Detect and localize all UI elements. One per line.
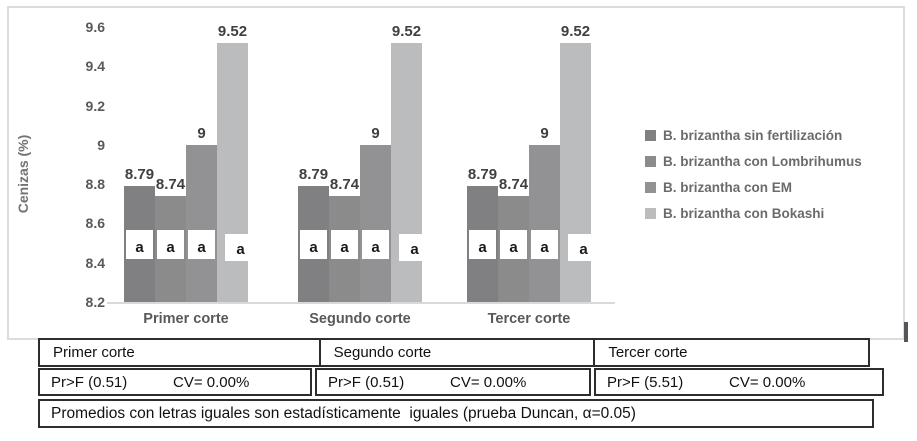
bar-2-3	[360, 144, 391, 302]
bar-value-label: 8.79	[467, 166, 498, 184]
bar-value-label: 8.74	[155, 175, 186, 193]
table-footer-row: Promedios con letras iguales son estadís…	[38, 399, 874, 428]
bar-value-label: 8.79	[124, 166, 155, 184]
legend-item: B. brizantha sin fertilización	[645, 127, 862, 143]
frame-edge-mark	[904, 322, 908, 342]
bar-chart-plot: 8.2 8.4 8.6 8.8 9 9.2 9.4 9.6 8.79 a 8.74 a 9 a 9.52 a P…	[9, 8, 903, 338]
y-tick-label: 9.6	[85, 18, 105, 35]
bar-2-4	[391, 42, 422, 302]
significance-letter-box: a	[225, 234, 256, 261]
bar-value-label: 8.74	[329, 175, 360, 193]
stat-cell-tercer-corte: Pr>F (5.51) CV= 0.00%	[594, 368, 884, 396]
significance-letter-box: a	[500, 230, 527, 259]
y-tick-label: 9	[97, 136, 105, 153]
legend-item: B. brizantha con Bokashi	[645, 205, 862, 221]
significance-letter-box: a	[531, 230, 558, 259]
x-category-label: Segundo corte	[309, 311, 411, 327]
significance-letter-box: a	[362, 230, 389, 259]
bar-value-label: 8.74	[498, 175, 529, 193]
bar-1-3	[186, 144, 217, 302]
header-cell-segundo-corte: Segundo corte	[318, 340, 594, 365]
significance-letter-box: a	[188, 230, 215, 259]
x-category-label: Tercer corte	[487, 311, 571, 327]
pr-value: Pr>F (5.51)	[607, 373, 684, 391]
cv-value: CV= 0.00%	[450, 373, 527, 391]
significance-letter-box: a	[469, 230, 496, 259]
bar-3-4	[560, 42, 591, 302]
bar-value-label: 9.52	[391, 22, 422, 40]
chart-frame: 8.2 8.4 8.6 8.8 9 9.2 9.4 9.6 8.79 a 8.74 a 9 a 9.52 a P…	[7, 6, 905, 340]
y-tick-label: 8.4	[85, 254, 105, 271]
header-cell-tercer-corte: Tercer corte	[593, 340, 868, 365]
x-category-label: Primer corte	[143, 311, 229, 327]
y-tick-label: 8.6	[85, 215, 105, 232]
legend-label: B. brizantha sin fertilización	[663, 127, 843, 143]
bar-value-label: 8.79	[298, 166, 329, 184]
significance-letter-box: a	[568, 234, 599, 261]
y-tick-label: 8.2	[85, 294, 105, 310]
bar-value-label: 9.52	[217, 22, 248, 40]
legend-item: B. brizantha con EM	[645, 179, 862, 195]
y-tick-label: 9.4	[85, 58, 105, 75]
legend-swatch	[645, 181, 656, 193]
legend-item: B. brizantha con Lombrihumus	[645, 153, 862, 169]
bar-1-4	[217, 42, 248, 302]
duncan-note: Promedios con letras iguales son estadís…	[51, 404, 636, 422]
x-axis-line	[107, 302, 615, 304]
significance-letter-box: a	[126, 230, 153, 259]
legend-swatch	[645, 155, 656, 167]
table-header-row: Primer corte Segundo corte Tercer corte	[38, 338, 870, 367]
legend-label: B. brizantha con Lombrihumus	[663, 153, 862, 169]
y-tick-label: 9.2	[85, 97, 105, 114]
stat-cell-segundo-corte: Pr>F (0.51) CV= 0.00%	[315, 368, 591, 396]
significance-letter-box: a	[399, 234, 430, 261]
bar-value-label: 9	[371, 124, 380, 142]
legend-swatch	[645, 129, 656, 141]
bar-value-label: 9.52	[560, 22, 591, 40]
bar-value-label: 9	[197, 124, 206, 142]
y-tick-label: 8.8	[85, 176, 105, 193]
bar-3-3	[529, 144, 560, 302]
significance-letter-box: a	[331, 230, 358, 259]
bar-value-label: 9	[540, 124, 549, 142]
pr-value: Pr>F (0.51)	[51, 373, 128, 391]
cv-value: CV= 0.00%	[173, 373, 250, 391]
legend-label: B. brizantha con EM	[663, 179, 793, 195]
significance-letter-box: a	[300, 230, 327, 259]
header-cell-primer-corte: Primer corte	[53, 344, 135, 361]
legend-swatch	[645, 207, 656, 219]
stat-cell-primer-corte: Pr>F (0.51) CV= 0.00%	[38, 368, 312, 396]
y-axis-title: Cenizas (%)	[15, 134, 31, 214]
significance-letter-box: a	[157, 230, 184, 259]
cv-value: CV= 0.00%	[729, 373, 806, 391]
chart-legend: B. brizantha sin fertilización B. brizant…	[645, 127, 862, 231]
pr-value: Pr>F (0.51)	[328, 373, 405, 391]
legend-label: B. brizantha con Bokashi	[663, 205, 825, 221]
